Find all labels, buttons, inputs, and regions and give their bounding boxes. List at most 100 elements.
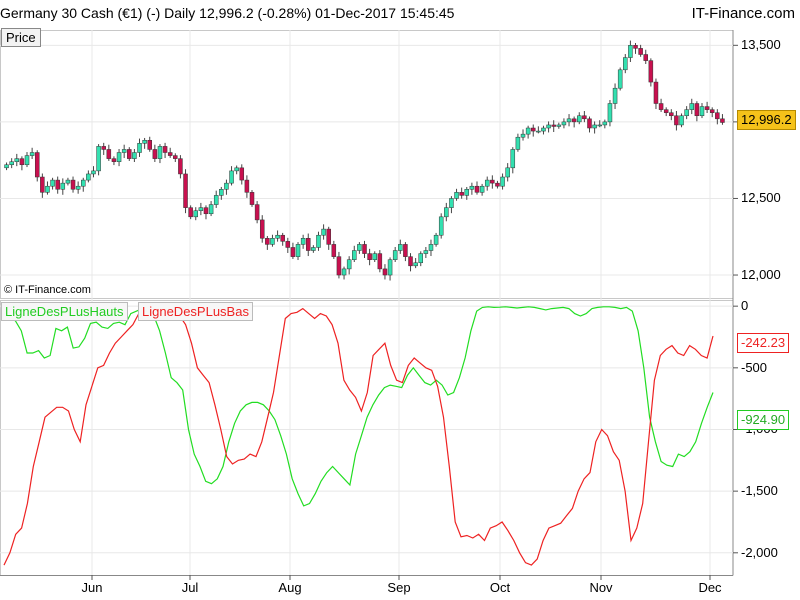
- candle-body: [663, 109, 669, 113]
- candle-body: [9, 161, 14, 166]
- candle-body: [449, 198, 454, 208]
- candle-body: [60, 182, 66, 190]
- copyright-label: © IT-Finance.com: [4, 284, 91, 296]
- indicator-tick-label: -2,000: [741, 544, 778, 560]
- price-tick-label: 13,500: [741, 37, 781, 53]
- candle-body: [546, 124, 551, 129]
- brand-label: IT-Finance.com: [691, 5, 795, 22]
- candle-body: [515, 136, 521, 150]
- month-tick-label: Dec: [698, 580, 722, 595]
- month-tick-label: Sep: [387, 580, 411, 595]
- candle-body: [193, 210, 199, 218]
- candle-body: [265, 238, 270, 245]
- candle-body: [295, 244, 301, 257]
- candle-body: [561, 121, 567, 126]
- candle-body: [689, 103, 695, 110]
- legend-high-line[interactable]: LigneDesPLusHauts: [1, 302, 128, 321]
- candle-body: [336, 256, 342, 276]
- candle-body: [152, 149, 158, 159]
- candle-body: [464, 189, 470, 196]
- month-tick-label: Oct: [489, 580, 511, 595]
- price-tick-label: 12,000: [741, 267, 781, 283]
- candle-body: [479, 185, 485, 193]
- month-tick-label: Nov: [589, 580, 613, 595]
- candle-body: [474, 185, 480, 193]
- price-tick-label: 12,500: [741, 190, 781, 206]
- candle-body: [213, 195, 219, 205]
- candle-body: [249, 192, 255, 205]
- candle-body: [127, 149, 132, 159]
- candle-body: [541, 127, 546, 132]
- candle-body: [413, 262, 418, 267]
- candle-body: [106, 149, 112, 159]
- candle-body: [224, 182, 229, 190]
- candle-body: [623, 57, 628, 71]
- month-tick-label: Jun: [81, 580, 103, 595]
- candle-body: [259, 219, 265, 239]
- candle-body: [352, 250, 357, 260]
- candle-body: [116, 152, 122, 162]
- candle-body: [556, 124, 562, 127]
- candle-body: [387, 259, 393, 276]
- legend-low-line[interactable]: LigneDesPLusBas: [138, 302, 253, 321]
- candle-body: [709, 109, 715, 113]
- candle-body: [285, 241, 291, 248]
- candle-body: [490, 179, 495, 184]
- candle-body: [392, 250, 398, 260]
- low-line-value-badge: -242.23: [737, 333, 790, 353]
- candle-body: [173, 155, 178, 159]
- candle-body: [510, 149, 516, 169]
- candle-body: [132, 152, 137, 159]
- candle-body: [566, 118, 572, 123]
- candle-body: [357, 244, 362, 251]
- candle-body: [244, 179, 250, 193]
- candle-body: [280, 234, 285, 242]
- candle-body: [70, 179, 76, 190]
- candle-body: [377, 253, 383, 270]
- candle-body: [587, 118, 592, 129]
- candle-body: [658, 103, 664, 110]
- candle-body: [577, 115, 582, 123]
- candle-body: [208, 204, 214, 215]
- candle-body: [592, 124, 597, 129]
- candle-body: [679, 115, 684, 126]
- candle-body: [617, 69, 623, 89]
- price-panel-label[interactable]: Price: [1, 28, 41, 47]
- candle-body: [602, 121, 608, 126]
- candle-body: [4, 164, 9, 169]
- candle-body: [367, 253, 372, 260]
- candle-body: [653, 81, 659, 104]
- candle-body: [29, 152, 35, 156]
- indicator-panel-frame: [0, 300, 734, 576]
- candle-body: [19, 158, 25, 166]
- candle-body: [147, 140, 152, 150]
- candle-body: [239, 167, 245, 181]
- candle-body: [157, 146, 163, 159]
- candle-body: [495, 182, 500, 187]
- candle-body: [582, 115, 587, 120]
- candle-body: [684, 109, 689, 117]
- candle-body: [638, 48, 643, 55]
- candle-body: [362, 244, 367, 254]
- candle-body: [81, 179, 86, 187]
- candle-body: [571, 118, 577, 123]
- indicator-tick-label: -1,500: [741, 483, 778, 499]
- candle-body: [433, 234, 439, 245]
- high-line-series: [3, 306, 714, 507]
- title-bar: Germany 30 Cash (€1) (-) Daily 12,996.2 …: [0, 0, 800, 28]
- candle-body: [341, 268, 347, 276]
- candle-body: [34, 152, 40, 178]
- indicator-tick-label: -500: [741, 359, 768, 375]
- candle-body: [423, 250, 429, 254]
- candle-body: [275, 234, 280, 239]
- candle-body: [444, 207, 449, 218]
- candle-body: [398, 244, 403, 251]
- candle-body: [306, 238, 311, 251]
- candle-body: [428, 244, 434, 251]
- candle-body: [234, 167, 239, 172]
- candle-body: [715, 112, 720, 120]
- candle-body: [311, 247, 316, 251]
- candle-body: [101, 146, 106, 150]
- candle-body: [669, 112, 674, 117]
